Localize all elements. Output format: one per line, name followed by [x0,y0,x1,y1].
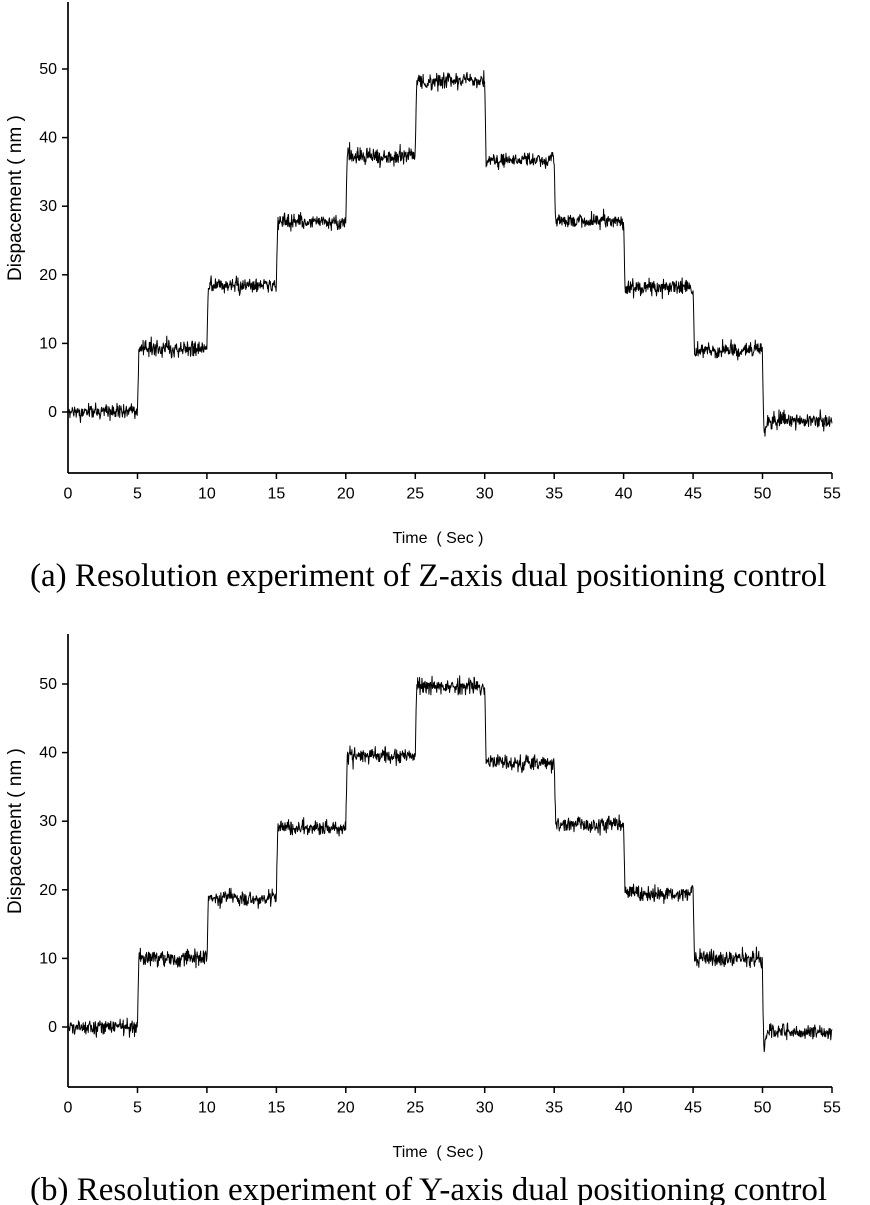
svg-text:55: 55 [823,1100,841,1117]
svg-text:30: 30 [39,813,57,830]
svg-text:50: 50 [39,61,57,78]
svg-text:5: 5 [133,486,142,503]
svg-text:10: 10 [39,950,57,967]
svg-text:20: 20 [337,1100,355,1117]
svg-text:25: 25 [406,1100,424,1117]
svg-text:0: 0 [64,1100,73,1117]
svg-text:45: 45 [684,1100,702,1117]
svg-text:40: 40 [615,486,633,503]
svg-text:25: 25 [406,486,424,503]
svg-text:20: 20 [39,267,57,284]
svg-text:50: 50 [754,1100,772,1117]
svg-text:35: 35 [545,486,563,503]
svg-text:0: 0 [48,404,57,421]
svg-text:10: 10 [39,335,57,352]
svg-text:15: 15 [268,486,286,503]
svg-text:10: 10 [198,486,216,503]
svg-text:15: 15 [268,1100,286,1117]
svg-text:30: 30 [476,486,494,503]
svg-text:5: 5 [133,1100,142,1117]
svg-text:40: 40 [39,745,57,762]
svg-text:0: 0 [64,486,73,503]
svg-text:35: 35 [545,1100,563,1117]
svg-text:20: 20 [39,882,57,899]
svg-text:30: 30 [476,1100,494,1117]
svg-text:10: 10 [198,1100,216,1117]
svg-text:50: 50 [754,486,772,503]
svg-text:50: 50 [39,676,57,693]
svg-text:40: 40 [39,130,57,147]
svg-text:45: 45 [684,486,702,503]
svg-text:40: 40 [615,1100,633,1117]
svg-text:0: 0 [48,1019,57,1036]
svg-text:55: 55 [823,486,841,503]
svg-text:20: 20 [337,486,355,503]
svg-text:30: 30 [39,198,57,215]
